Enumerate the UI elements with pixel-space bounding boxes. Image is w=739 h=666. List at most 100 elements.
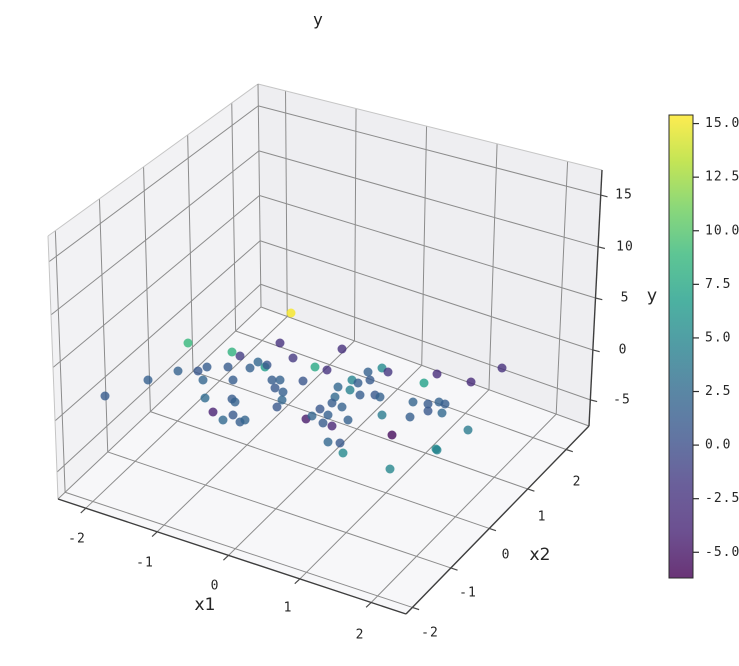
x2-tick-mark (450, 567, 458, 571)
scatter-point (423, 406, 433, 416)
scatter-point (353, 378, 363, 388)
colorbar-tick-label: 7.5 (705, 277, 731, 292)
x1-axis-spine (57, 498, 407, 615)
grid-line (192, 370, 528, 490)
colorbar-tick-label: 10.0 (705, 223, 739, 238)
grid-line (235, 330, 567, 450)
scatter-point (227, 347, 237, 357)
grid-line (50, 150, 260, 316)
scatter-point (240, 415, 250, 425)
scatter-point (337, 344, 347, 354)
x2-tick-mark (412, 606, 420, 611)
grid-line (64, 491, 413, 608)
x2-tick-mark (489, 527, 497, 532)
z-tick-label: 10 (616, 240, 634, 255)
x1-tick-mark (223, 554, 229, 561)
pane-right-wall (258, 84, 602, 426)
scatter-point (275, 338, 285, 348)
x2-tick-label: 2 (573, 475, 582, 490)
grid-line (150, 411, 490, 529)
scatter-point (318, 418, 328, 428)
scatter-point (288, 353, 298, 363)
scatter-point (327, 421, 337, 431)
scatter-point (262, 360, 272, 370)
x1-tick-mark (294, 578, 301, 585)
box-edge (260, 306, 590, 427)
scatter-point (208, 407, 218, 417)
scatter-point (375, 392, 385, 402)
x1-tick-label: 1 (284, 601, 293, 616)
x1-tick-label: 0 (211, 579, 220, 594)
scatter-point (307, 411, 317, 421)
x2-axis-spine (405, 425, 590, 615)
grid-line (299, 389, 490, 580)
box-edge (257, 83, 603, 171)
scatter-point (253, 357, 263, 367)
scatter-point (323, 437, 333, 447)
z-tick-label: 15 (615, 188, 633, 203)
scatter-point (267, 375, 277, 385)
scatter-point (343, 415, 353, 425)
z-tick-label: 0 (619, 343, 628, 358)
scatter-point (228, 375, 238, 385)
scatter-point (437, 408, 447, 418)
scatter-point (278, 387, 288, 397)
x1-tick-mark (151, 531, 158, 538)
scatter-point (327, 398, 337, 408)
scatter-point (423, 399, 433, 409)
scatter-point (218, 415, 228, 425)
scatter-point (440, 399, 450, 409)
box-edge (57, 306, 262, 500)
scatter-point (272, 402, 282, 412)
scatter-point (385, 464, 395, 474)
scatter-point (202, 362, 212, 372)
scatter-point (310, 362, 320, 372)
colorbar-tick-label: 0.0 (705, 438, 731, 453)
box-edge (47, 235, 59, 500)
grid-line (56, 283, 262, 473)
z-tick-label: -5 (613, 393, 631, 408)
scatter-point (419, 378, 429, 388)
colorbar-tick-label: 12.5 (705, 170, 739, 185)
scatter-point (432, 369, 442, 379)
z-tick-mark (595, 297, 603, 301)
scatter-point (405, 412, 415, 422)
x2-tick-mark (527, 488, 535, 492)
z-tick-mark (590, 399, 598, 403)
grid-line (48, 105, 259, 263)
scatter-point (432, 445, 442, 455)
scatter-point (345, 385, 355, 395)
scatter-point (298, 376, 308, 386)
z-tick-mark (597, 246, 606, 250)
grid-line (228, 364, 423, 556)
scatter-point (463, 425, 473, 435)
scatter-point (335, 438, 345, 448)
scatter-point (497, 363, 507, 373)
scatter-point (333, 382, 343, 392)
x1-axis-label: x1 (195, 595, 216, 615)
x2-tick-label: -1 (459, 586, 477, 601)
scatter-point (143, 375, 153, 385)
scatter-point (277, 395, 287, 405)
grid-line (260, 283, 591, 401)
scatter-point (245, 363, 255, 373)
colorbar-tick-label: 15.0 (705, 116, 739, 131)
x1-tick-mark (80, 507, 87, 514)
grid-line (52, 195, 260, 368)
scatter-point (355, 390, 365, 400)
scatter-point (270, 383, 280, 393)
scatter-point (275, 375, 285, 385)
scatter-point (323, 410, 333, 420)
scatter-point (387, 430, 397, 440)
z-tick-label: 5 (621, 291, 630, 306)
scatter-point (322, 365, 332, 375)
x2-tick-label: 0 (502, 548, 511, 563)
scatter-point (365, 375, 375, 385)
scatter-point (200, 393, 210, 403)
scatter-point (286, 308, 296, 318)
grid-line (370, 413, 557, 603)
scatter-point (100, 391, 110, 401)
pane-floor (58, 307, 589, 614)
colorbar-tick-label: 5.0 (705, 330, 731, 345)
